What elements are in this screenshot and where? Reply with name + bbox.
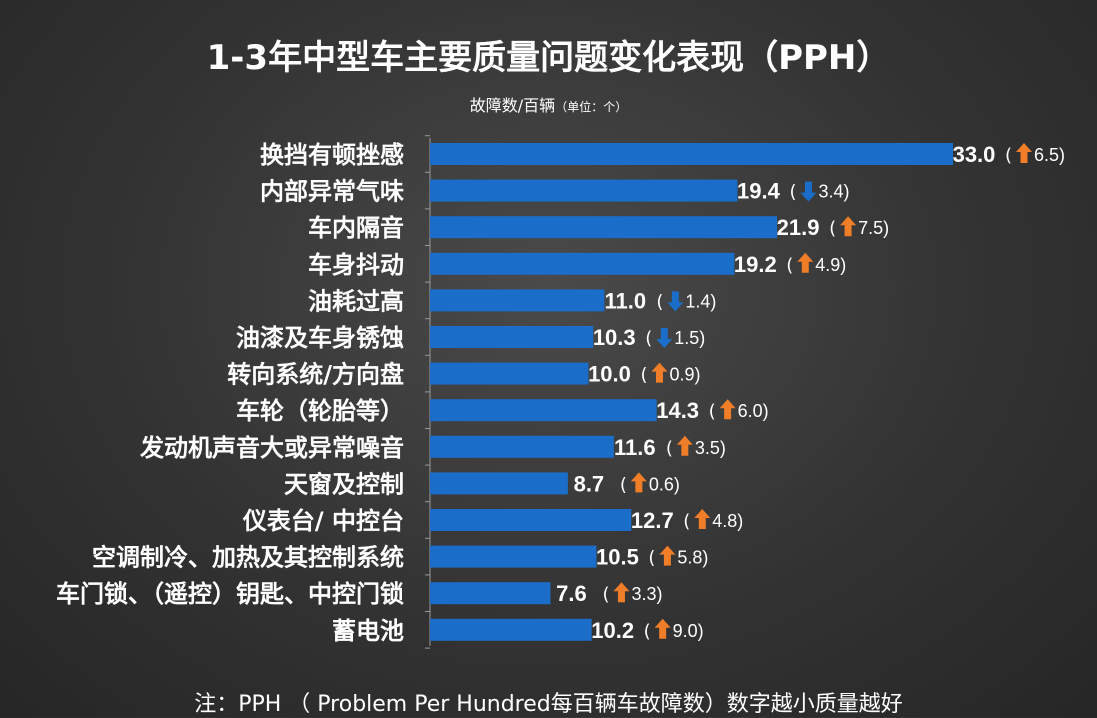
value-label: 11.0 xyxy=(605,288,647,313)
value-label: 19.2 xyxy=(734,252,777,277)
change-label: 9.0) xyxy=(673,621,704,641)
change-paren: ( xyxy=(602,584,609,605)
category-label: 天窗及控制 xyxy=(284,470,404,498)
bar xyxy=(430,545,597,568)
bar xyxy=(430,582,551,605)
value-label: 11.6 xyxy=(614,435,656,460)
value-label: 10.2 xyxy=(591,618,634,643)
arrow-up-icon xyxy=(659,545,676,566)
arrow-up-icon xyxy=(840,216,857,237)
change-label: 0.9) xyxy=(669,365,700,385)
value-label: 21.9 xyxy=(777,215,820,240)
value-label: 10.5 xyxy=(596,545,639,570)
change-paren: ( xyxy=(656,291,663,312)
change-label: 3.3) xyxy=(631,584,662,604)
arrow-up-icon xyxy=(651,362,668,383)
bar xyxy=(430,399,657,422)
change-paren: ( xyxy=(829,218,836,239)
change-label: 1.4) xyxy=(685,291,716,311)
arrow-up-icon xyxy=(630,472,647,493)
change-paren: ( xyxy=(1005,145,1012,166)
category-label: 车内隔音 xyxy=(308,214,404,242)
category-label: 车身抖动 xyxy=(308,251,404,279)
bar xyxy=(430,143,953,165)
change-paren: ( xyxy=(683,511,690,532)
change-paren: ( xyxy=(620,474,627,495)
value-label: 8.7 xyxy=(574,471,605,496)
change-label: 1.5) xyxy=(674,328,705,348)
footnote: 注：PPH （ Problem Per Hundred每百辆车故障数）数字越小质… xyxy=(194,692,903,717)
category-label: 油耗过高 xyxy=(308,287,404,315)
change-paren: ( xyxy=(789,182,796,203)
value-label: 14.3 xyxy=(656,398,699,423)
chart-title: 1-3年中型车主要质量问题变化表现（PPH） xyxy=(206,38,891,78)
value-label: 12.7 xyxy=(631,508,674,533)
category-label: 蓄电池 xyxy=(332,617,404,645)
arrow-up-icon xyxy=(797,252,814,273)
category-label: 发动机声音大或异常噪音 xyxy=(139,434,404,462)
change-label: 3.5) xyxy=(695,438,726,458)
change-label: 6.0) xyxy=(738,401,769,421)
change-paren: ( xyxy=(709,401,716,422)
change-label: 4.9) xyxy=(815,255,846,275)
bar xyxy=(430,472,568,495)
change-label: 0.6) xyxy=(649,474,680,494)
category-label: 转向系统/方向盘 xyxy=(227,361,404,389)
chart-subtitle: 故障数/百辆（单位：个） xyxy=(0,92,1097,116)
change-paren: ( xyxy=(640,365,647,386)
bar xyxy=(430,362,589,385)
value-label: 10.0 xyxy=(588,362,631,387)
change-label: 7.5) xyxy=(858,218,889,238)
change-label: 6.5) xyxy=(1034,145,1065,165)
bar xyxy=(430,326,594,348)
arrow-up-icon xyxy=(654,618,671,639)
bar xyxy=(430,435,614,458)
bar xyxy=(430,216,778,239)
bar xyxy=(430,618,592,641)
change-paren: ( xyxy=(645,328,652,349)
category-label: 换挡有顿挫感 xyxy=(260,141,404,169)
arrow-down-icon xyxy=(667,291,684,312)
arrow-up-icon xyxy=(613,582,630,603)
category-label: 内部异常气味 xyxy=(260,178,404,206)
category-label: 车门锁、（遥控）钥匙、中控门锁 xyxy=(56,580,404,608)
arrow-down-icon xyxy=(800,181,817,202)
change-paren: ( xyxy=(648,548,655,569)
value-label: 10.3 xyxy=(593,325,636,350)
bar xyxy=(430,509,632,531)
value-label: 33.0 xyxy=(953,142,996,167)
category-label: 车轮（轮胎等） xyxy=(236,397,404,425)
arrow-up-icon xyxy=(694,509,711,529)
value-label: 19.4 xyxy=(737,179,781,204)
change-label: 4.8) xyxy=(712,511,743,531)
arrow-up-icon xyxy=(676,435,693,456)
arrow-up-icon xyxy=(1016,143,1032,163)
bar xyxy=(430,252,735,275)
bar xyxy=(430,289,605,312)
category-label: 仪表台/ 中控台 xyxy=(242,507,404,535)
change-paren: ( xyxy=(644,621,651,642)
change-paren: ( xyxy=(786,255,793,276)
arrow-down-icon xyxy=(656,328,673,348)
unit-label: （单位：个） xyxy=(555,100,628,114)
change-paren: ( xyxy=(666,438,673,459)
category-label: 空调制冷、加热及其控制系统 xyxy=(92,544,404,572)
change-label: 3.4) xyxy=(818,182,849,202)
arrow-up-icon xyxy=(719,399,736,420)
subtitle-text: 故障数/百辆 xyxy=(469,96,556,115)
change-label: 5.8) xyxy=(677,548,708,568)
category-label: 油漆及车身锈蚀 xyxy=(236,324,404,352)
bar xyxy=(430,179,738,202)
value-label: 7.6 xyxy=(556,581,587,606)
